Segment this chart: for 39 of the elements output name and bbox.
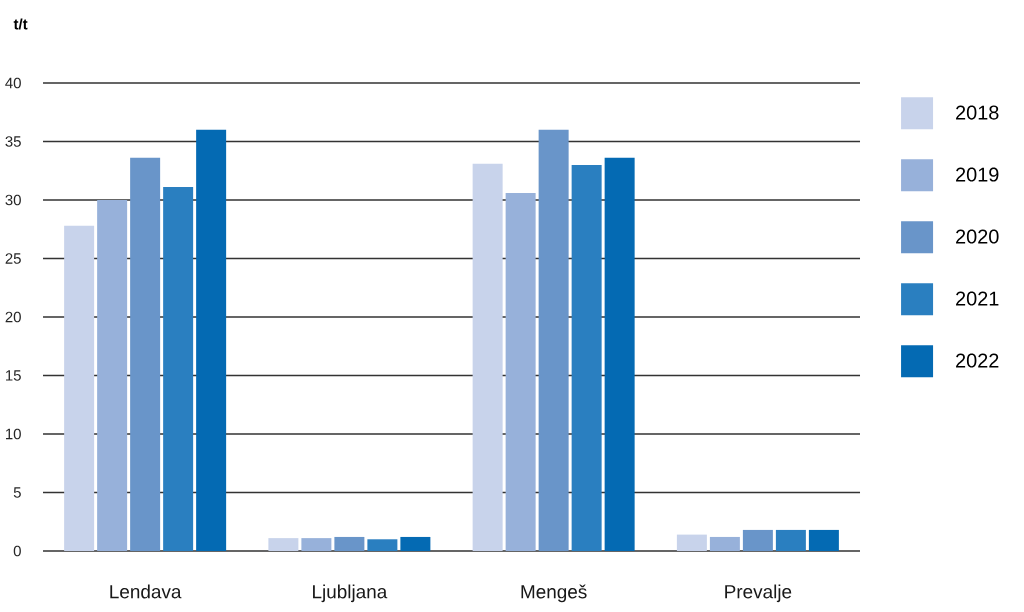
y-tick-label: 20 xyxy=(5,311,21,323)
y-tick-label: 35 xyxy=(5,136,21,147)
bar xyxy=(400,536,431,551)
bar xyxy=(709,536,740,551)
y-tick-label: 0 xyxy=(13,545,21,557)
y-axis-title: t/t xyxy=(13,18,28,30)
legend-label: 2020 xyxy=(956,229,999,244)
bar xyxy=(268,538,299,551)
x-tick-label: Mengeš xyxy=(521,584,587,603)
x-tick-label: Ljubljana xyxy=(313,584,388,603)
bar xyxy=(742,529,773,551)
bar xyxy=(97,199,128,551)
legend-label: 2019 xyxy=(956,167,999,182)
y-tick-label: 30 xyxy=(5,194,21,206)
bar xyxy=(334,536,365,551)
bar xyxy=(571,164,602,551)
y-tick-label: 40 xyxy=(5,77,21,89)
y-tick-label: 15 xyxy=(6,370,21,381)
bar xyxy=(64,225,95,551)
bar xyxy=(604,157,635,551)
bar xyxy=(196,129,227,551)
bar xyxy=(775,529,806,551)
y-tick-label: 10 xyxy=(6,428,21,440)
bar xyxy=(676,534,707,551)
bar xyxy=(163,187,194,551)
bar xyxy=(505,192,536,551)
bar xyxy=(367,539,398,551)
legend-label: 2022 xyxy=(956,353,999,368)
bar xyxy=(472,163,503,551)
bar xyxy=(130,157,161,551)
y-tick-label: 25 xyxy=(5,253,21,264)
bar xyxy=(808,529,839,551)
bar xyxy=(301,538,332,551)
legend-label: 2021 xyxy=(956,291,999,306)
bar xyxy=(538,129,569,551)
y-tick-label: 5 xyxy=(13,487,21,498)
legend-label: 2018 xyxy=(956,105,999,120)
x-tick-label: Lendava xyxy=(110,584,182,599)
x-tick-label: Prevalje xyxy=(725,584,792,603)
